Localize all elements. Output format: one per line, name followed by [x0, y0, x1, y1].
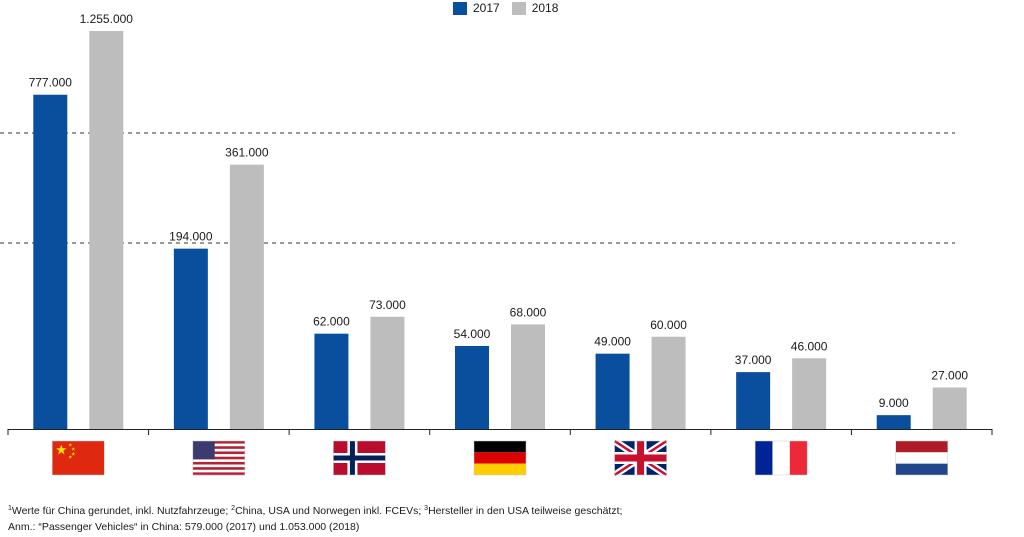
legend-label-2017: 2017 — [473, 1, 500, 15]
bar-2017-großbritannien — [595, 353, 630, 429]
bar-2017-usa — [173, 248, 208, 429]
legend-item-2018: 2018 — [511, 1, 559, 15]
flag-netherlands-icon — [895, 440, 948, 476]
legend-swatch-2018 — [511, 1, 526, 15]
data-label-2018: 27.000 — [931, 368, 968, 382]
data-label-2017: 62.000 — [313, 315, 350, 329]
flag-uk-icon — [612, 438, 669, 478]
data-label-2018: 1.255.000 — [80, 12, 134, 26]
bar-2018-frankreich — [792, 358, 827, 429]
bar-2018-großbritannien — [651, 336, 686, 429]
data-label-2017: 777.000 — [29, 76, 73, 90]
bar-2018-china — [89, 31, 124, 429]
data-label-2017: 194.000 — [169, 230, 213, 244]
flag-norway-icon — [333, 440, 386, 476]
footnote-2: China, USA und Norwegen inkl. FCEVs; — [235, 505, 425, 517]
footnote-marker-2: 2 — [231, 505, 236, 512]
bar-chart: 2017 2018 777.000 1.255.000 194.000 361.000… — [0, 0, 993, 478]
data-label-2018: 46.000 — [791, 339, 828, 353]
bar-2017-china — [33, 94, 68, 429]
footnotes: 1Werte für China gerundet, inkl. Nutzfah… — [8, 501, 1008, 535]
flag-china-icon — [52, 440, 105, 476]
legend: 2017 2018 — [453, 0, 570, 16]
flag-usa-icon — [192, 440, 246, 476]
bar-2018-norwegen — [370, 316, 405, 429]
data-label-2017: 49.000 — [594, 335, 631, 349]
data-label-2017: 9.000 — [879, 396, 909, 410]
data-label-2018: 361.000 — [225, 146, 269, 160]
legend-item-2017: 2017 — [453, 1, 500, 15]
footnote-line-1: 1Werte für China gerundet, inkl. Nutzfah… — [8, 501, 1008, 519]
footnote-marker-3: 3 — [424, 505, 429, 512]
flag-france-icon — [754, 440, 808, 476]
bar-2017-frankreich — [736, 372, 771, 429]
bar-2017-niederlande — [876, 415, 911, 429]
data-label-2017: 54.000 — [454, 327, 491, 341]
data-label-2018: 73.000 — [369, 298, 406, 312]
legend-swatch-2017 — [453, 1, 467, 15]
bar-2018-niederlande — [932, 387, 967, 429]
data-label-2018: 68.000 — [510, 305, 547, 319]
bar-2017-deutschland — [455, 345, 489, 429]
footnote-1: Werte für China gerundet, inkl. Nutzfahr… — [11, 505, 232, 517]
legend-label-2018: 2018 — [531, 1, 559, 15]
data-label-2017: 37.000 — [735, 353, 772, 367]
data-label-2018: 60.000 — [650, 318, 687, 332]
bar-2017-norwegen — [314, 333, 349, 429]
footnote-3: Hersteller in den USA teilweise geschätz… — [428, 505, 623, 517]
bar-2018-usa — [229, 164, 264, 429]
chart-plot-area: 777.000 1.255.000 194.000 361.000 62.000 73.0… — [0, 12, 993, 478]
footnote-line-2: Anm.: “Passenger Vehicles“ in China: 579… — [8, 521, 360, 533]
footnote-marker-1: 1 — [8, 505, 12, 512]
flag-germany-icon — [473, 440, 527, 476]
bar-2018-deutschland — [511, 324, 545, 429]
